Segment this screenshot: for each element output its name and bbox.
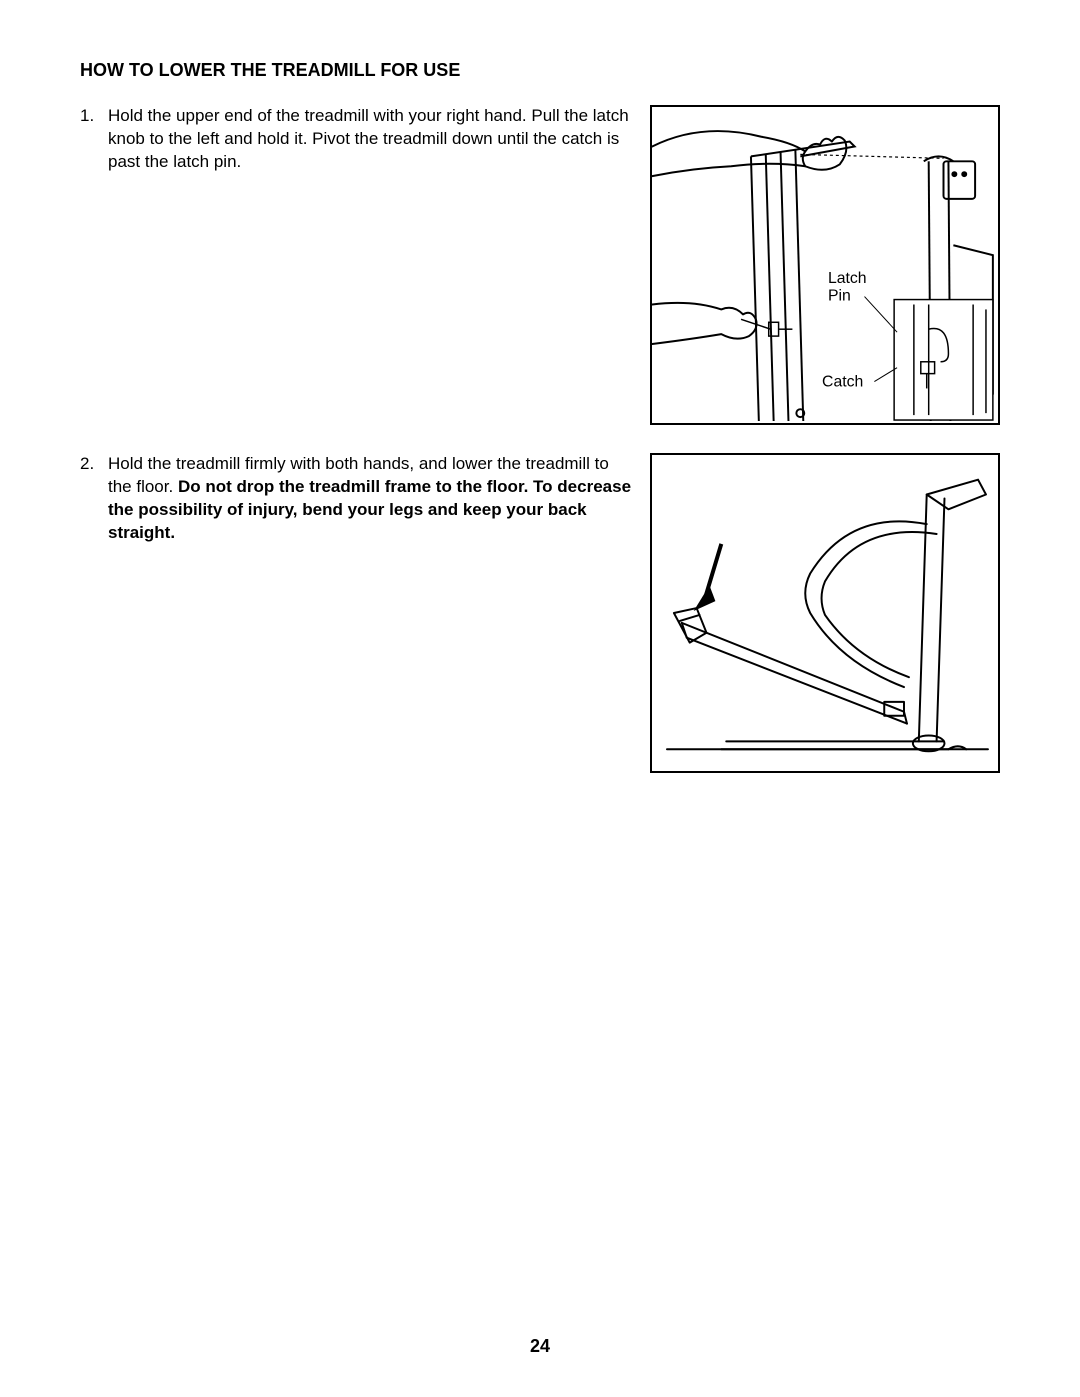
step-1: 1. Hold the upper end of the treadmill w… (80, 105, 632, 174)
label-latch: Latch (828, 270, 867, 287)
step-body: Hold the upper end of the treadmill with… (108, 105, 632, 174)
step-1-row: 1. Hold the upper end of the treadmill w… (80, 105, 1000, 425)
step-2-row: 2. Hold the treadmill firmly with both h… (80, 453, 1000, 773)
step-2-text-col: 2. Hold the treadmill firmly with both h… (80, 453, 632, 545)
step-text: Hold the upper end of the treadmill with… (108, 106, 629, 171)
step-text-bold: Do not drop the treadmill frame to the f… (108, 477, 631, 542)
section-heading: HOW TO LOWER THE TREADMILL FOR USE (80, 60, 1000, 81)
label-catch: Catch (822, 373, 863, 390)
label-pin: Pin (828, 288, 851, 305)
figure-1: Latch Pin Catch (650, 105, 1000, 425)
figure-2 (650, 453, 1000, 773)
step-body: Hold the treadmill firmly with both hand… (108, 453, 632, 545)
page-number: 24 (0, 1336, 1080, 1357)
step-2: 2. Hold the treadmill firmly with both h… (80, 453, 632, 545)
manual-page: HOW TO LOWER THE TREADMILL FOR USE 1. Ho… (0, 0, 1080, 1397)
step-number: 1. (80, 105, 100, 174)
step-number: 2. (80, 453, 100, 545)
step-1-text-col: 1. Hold the upper end of the treadmill w… (80, 105, 632, 174)
